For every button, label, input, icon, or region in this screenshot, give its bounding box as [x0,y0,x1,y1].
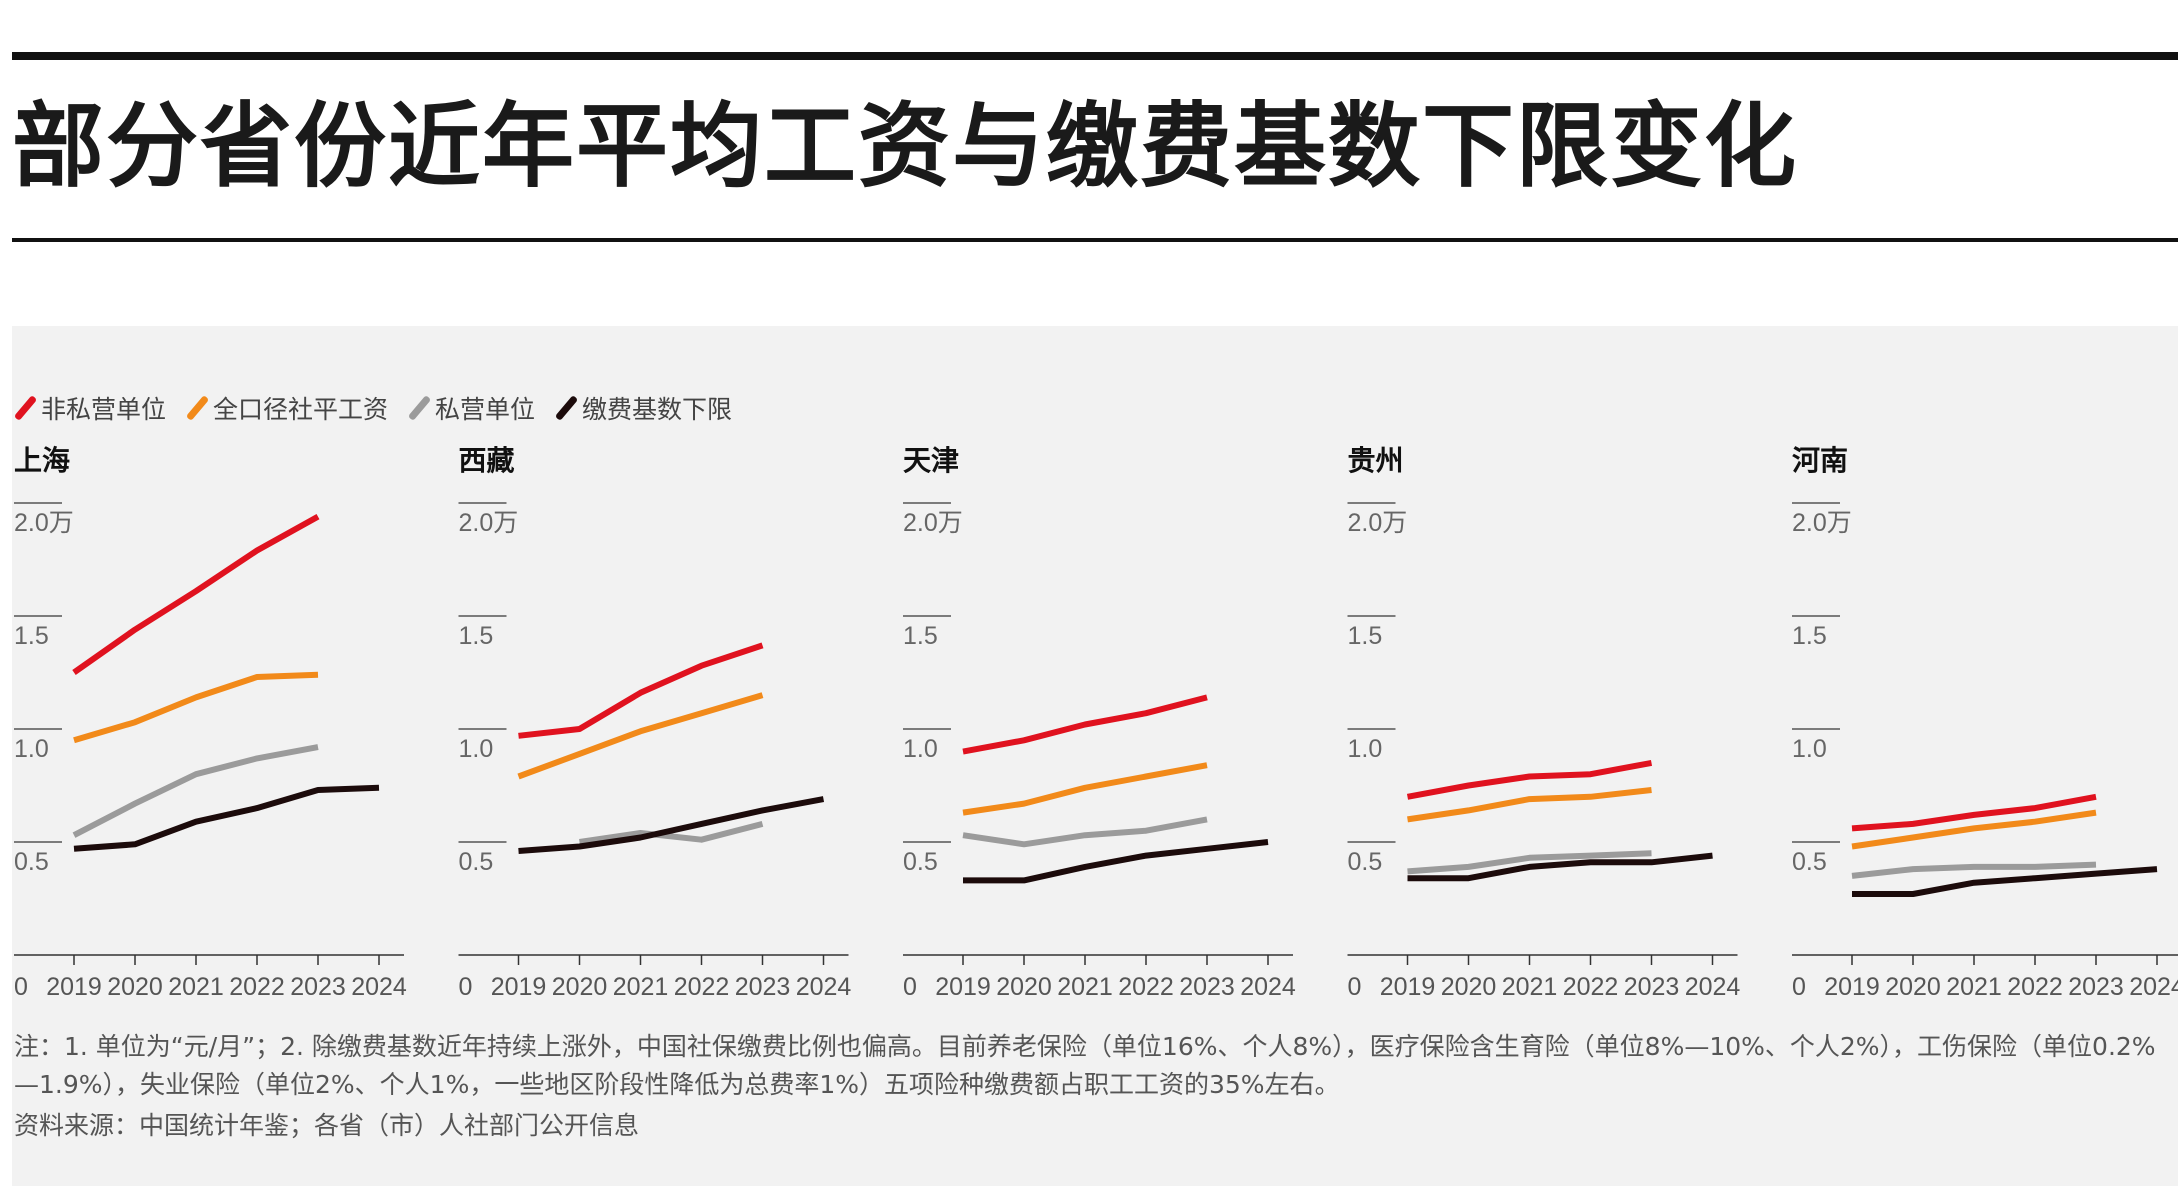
y-tick-label: 2.0万 [14,509,74,537]
footnote: 注：1. 单位为“元/月”；2. 除缴费基数近年持续上涨外，中国社保缴费比例也偏… [14,1032,2156,1099]
x-tick-label: 2021 [613,973,669,1001]
legend-item: 私营单位 [407,390,536,426]
x-tick-label: 2022 [2007,973,2063,1001]
y-tick-label: 2.0万 [1792,509,1852,537]
x-tick-label: 2021 [168,973,224,1001]
legend-item: 缴费基数下限 [554,390,733,426]
series-line [1406,759,1653,800]
top-rule [12,52,2178,60]
y-tick-label: 1.0 [14,735,49,763]
x-tick-label: 2019 [46,973,102,1001]
x-tick-label: 2023 [2068,973,2124,1001]
legend-label: 全口径社平工资 [213,395,389,424]
x-tick-label: 2022 [674,973,730,1001]
chart-title: 贵州 [1348,444,1404,477]
y-tick-label: 0.5 [1348,848,1383,876]
y-tick-label: 1.5 [14,622,49,650]
x-tick-label: 2020 [1441,973,1497,1001]
x-tick-label: 2019 [935,973,991,1001]
x-tick-label: 2023 [735,973,791,1001]
series-line [1407,787,1652,823]
chart-title: 西藏 [459,444,515,477]
x-tick-label: 2023 [290,973,346,1001]
y-tick-label: 1.0 [459,735,494,763]
x-tick-label: 2022 [229,973,285,1001]
x-tick-label: 2020 [1885,973,1941,1001]
series-line [517,692,764,780]
x-origin-label: 0 [1348,973,1362,1001]
x-tick-label: 2020 [552,973,608,1001]
x-tick-label: 2022 [1563,973,1619,1001]
y-tick-label: 1.5 [1792,622,1827,650]
series-line [73,784,380,852]
y-tick-label: 0.5 [14,848,49,876]
y-tick-label: 2.0万 [1348,509,1408,537]
x-tick-label: 2020 [107,973,163,1001]
x-tick-label: 2019 [491,973,547,1001]
x-tick-label: 2020 [996,973,1052,1001]
x-tick-label: 2023 [1179,973,1235,1001]
x-tick-label: 2019 [1380,973,1436,1001]
legend-label: 缴费基数下限 [582,395,733,424]
y-tick-label: 1.0 [1792,735,1827,763]
x-tick-label: 2024 [1240,973,1296,1001]
x-origin-label: 0 [14,973,28,1001]
source-note: 资料来源：中国统计年鉴；各省（市）人社部门公开信息 [14,1111,640,1140]
title-rule [12,238,2178,242]
y-tick-label: 2.0万 [903,509,963,537]
series-line [73,671,319,744]
x-tick-label: 2021 [1946,973,2002,1001]
legend-item: 非私营单位 [13,390,167,426]
series-line [1407,852,1713,882]
x-tick-label: 2021 [1057,973,1113,1001]
series-line [72,513,320,675]
series-line [1851,793,2097,832]
series-line [518,642,764,739]
series-line [1851,809,2097,850]
series-line [1852,866,2158,897]
chart-title: 天津 [903,444,959,477]
series-line [962,816,1208,848]
series-line [579,820,764,845]
series-line [1407,850,1652,875]
series-line [962,694,1208,755]
y-tick-label: 2.0万 [459,509,519,537]
x-tick-label: 2024 [2129,973,2178,1001]
y-tick-label: 0.5 [1792,848,1827,876]
y-tick-label: 1.0 [1348,735,1383,763]
chart-title: 河南 [1792,444,1848,477]
series-line [518,796,825,854]
x-tick-label: 2024 [351,973,407,1001]
y-tick-label: 1.5 [459,622,494,650]
x-tick-label: 2024 [796,973,852,1001]
y-tick-label: 1.5 [903,622,938,650]
legend: 非私营单位 全口径社平工资 私营单位 缴费基数下限 [13,390,733,426]
y-tick-label: 1.0 [903,735,938,763]
x-tick-label: 2024 [1685,973,1741,1001]
x-tick-label: 2021 [1502,973,1558,1001]
series-line [963,839,1269,884]
y-tick-label: 0.5 [903,848,938,876]
x-origin-label: 0 [903,973,917,1001]
x-origin-label: 0 [459,973,473,1001]
x-tick-label: 2022 [1118,973,1174,1001]
series-line [962,762,1208,816]
x-origin-label: 0 [1792,973,1806,1001]
page-title: 部分省份近年平均工资与缴费基数下限变化 [12,93,1799,200]
series-line [72,744,319,838]
y-tick-label: 0.5 [459,848,494,876]
chart-panel [12,326,2178,1186]
x-tick-label: 2019 [1824,973,1880,1001]
legend-item: 全口径社平工资 [185,390,389,426]
x-tick-label: 2023 [1624,973,1680,1001]
legend-label: 非私营单位 [41,395,167,424]
legend-label: 私营单位 [435,395,536,424]
series-line [1851,861,2097,879]
chart-title: 上海 [14,444,70,477]
y-tick-label: 1.5 [1348,622,1383,650]
